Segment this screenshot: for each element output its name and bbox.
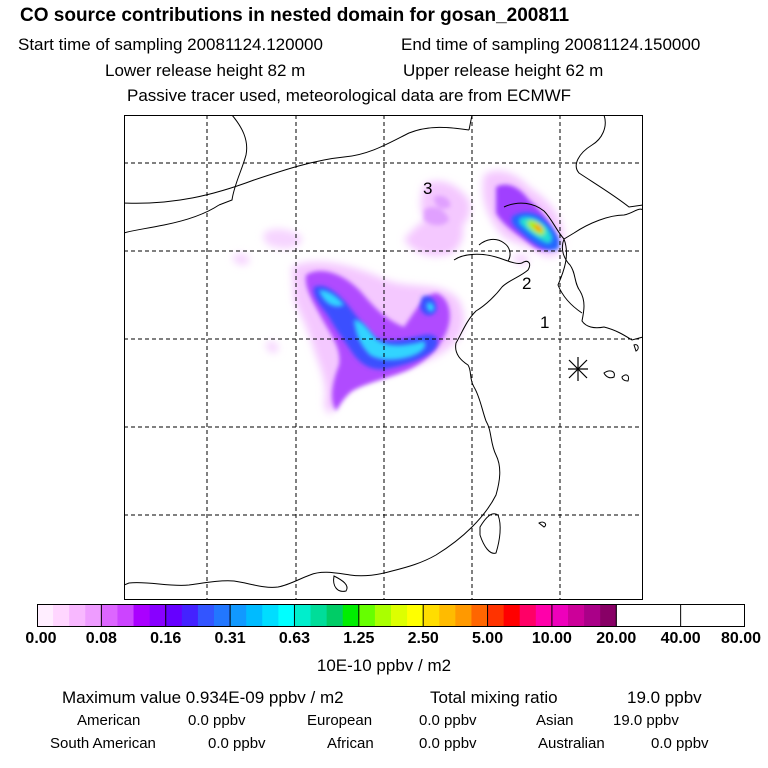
region-american-value: 0.0 ppbv [188, 712, 246, 729]
colorbar-tick-label: 10.00 [531, 630, 572, 647]
colorbar-cell [246, 604, 263, 627]
marker-3: 3 [423, 179, 432, 198]
colorbar-cell [471, 604, 489, 627]
colorbar-cell [149, 604, 167, 627]
colorbar-cell [214, 604, 231, 627]
colorbar-tick-label: 40.00 [660, 630, 701, 647]
upper-release-height: Upper release height 62 m [403, 61, 604, 80]
max-value: Maximum value 0.934E-09 ppbv / m2 [62, 688, 344, 707]
colorbar-cell [53, 604, 70, 627]
colorbar-cell [551, 604, 569, 627]
colorbar-cell [230, 604, 247, 627]
colorbar-cell [358, 604, 376, 627]
colorbar-cell [117, 604, 135, 627]
total-mixing-ratio-label: Total mixing ratio [430, 688, 558, 707]
colorbar-cell [165, 604, 183, 627]
map-frame [124, 115, 643, 600]
colorbar-tick-label: 80.00 [720, 630, 762, 647]
colorbar-cell [101, 604, 118, 627]
colorbar-cell [487, 604, 505, 627]
region-asian-name: Asian [536, 712, 574, 729]
colorbar-cell [519, 604, 537, 627]
coastlines [124, 115, 643, 592]
colorbar-cell [503, 604, 521, 627]
colorbar-cell [197, 604, 215, 627]
marker-1: 1 [540, 313, 549, 332]
colorbar-cell [278, 604, 295, 627]
region-american-name: American [77, 712, 141, 729]
colorbar-unit: 10E-10 ppbv / m2 [316, 656, 452, 675]
colorbar-cell [326, 604, 344, 627]
colorbar-cell [407, 604, 424, 627]
colorbar-cell [181, 604, 199, 627]
colorbar-cell [391, 604, 408, 627]
region-european-name: European [307, 712, 373, 729]
region-asian-value: 19.0 ppbv [613, 712, 679, 729]
lat-lon-grid [124, 115, 643, 600]
marker-2: 2 [522, 274, 531, 293]
colorbar-cell [568, 604, 585, 627]
source-contribution-map: 1 2 3 [124, 115, 643, 600]
plot-title: CO source contributions in nested domain… [20, 5, 570, 26]
region-australian-name: Australian [538, 735, 605, 752]
tracer-note: Passive tracer used, meteorological data… [127, 86, 572, 105]
colorbar-cell [262, 604, 279, 627]
colorbar-tick-label: 0.08 [85, 630, 117, 647]
colorbar-tick-label: 1.25 [343, 630, 375, 647]
plume-hotspot [511, 212, 560, 251]
region-south-american-name: South American [50, 735, 156, 752]
colorbar-cell [69, 604, 86, 627]
region-european-value: 0.0 ppbv [419, 712, 477, 729]
colorbar-cell [584, 604, 601, 627]
start-time-label: Start time of sampling 20081124.120000 [18, 35, 323, 54]
colorbar-cell [310, 604, 328, 627]
colorbar-tick-label: 20.00 [596, 630, 637, 647]
colorbar-cell [439, 604, 456, 627]
colorbar-cell [455, 604, 472, 627]
colorbar-tick-label: 0.63 [278, 630, 311, 647]
colorbar-cell [374, 604, 392, 627]
colorbar-cell [535, 604, 553, 627]
colorbar-cell [342, 604, 360, 627]
colorbar-cell [85, 604, 102, 627]
colorbar [37, 604, 745, 627]
plume-peak [319, 290, 435, 360]
region-south-american-value: 0.0 ppbv [208, 735, 266, 752]
total-mixing-ratio-value: 19.0 ppbv [627, 688, 702, 707]
colorbar-cell [600, 604, 617, 627]
colorbar-tick-label: 0.00 [25, 630, 57, 647]
colorbar-tick-label: 5.00 [471, 630, 504, 647]
end-time-label: End time of sampling 20081124.150000 [401, 35, 701, 54]
colorbar-cell [423, 604, 440, 627]
colorbar-tick-label: 0.31 [214, 630, 246, 647]
station-asterisk-icon [568, 357, 588, 381]
colorbar-cell [294, 604, 312, 627]
colorbar-tick-label: 2.50 [407, 630, 439, 647]
region-african-name: African [327, 735, 374, 752]
colorbar-cell [37, 604, 54, 627]
lower-release-height: Lower release height 82 m [105, 61, 306, 80]
colorbar-cell [133, 604, 151, 627]
region-australian-value: 0.0 ppbv [651, 735, 709, 752]
colorbar-tick-label: 0.16 [150, 630, 182, 647]
region-african-value: 0.0 ppbv [419, 735, 477, 752]
